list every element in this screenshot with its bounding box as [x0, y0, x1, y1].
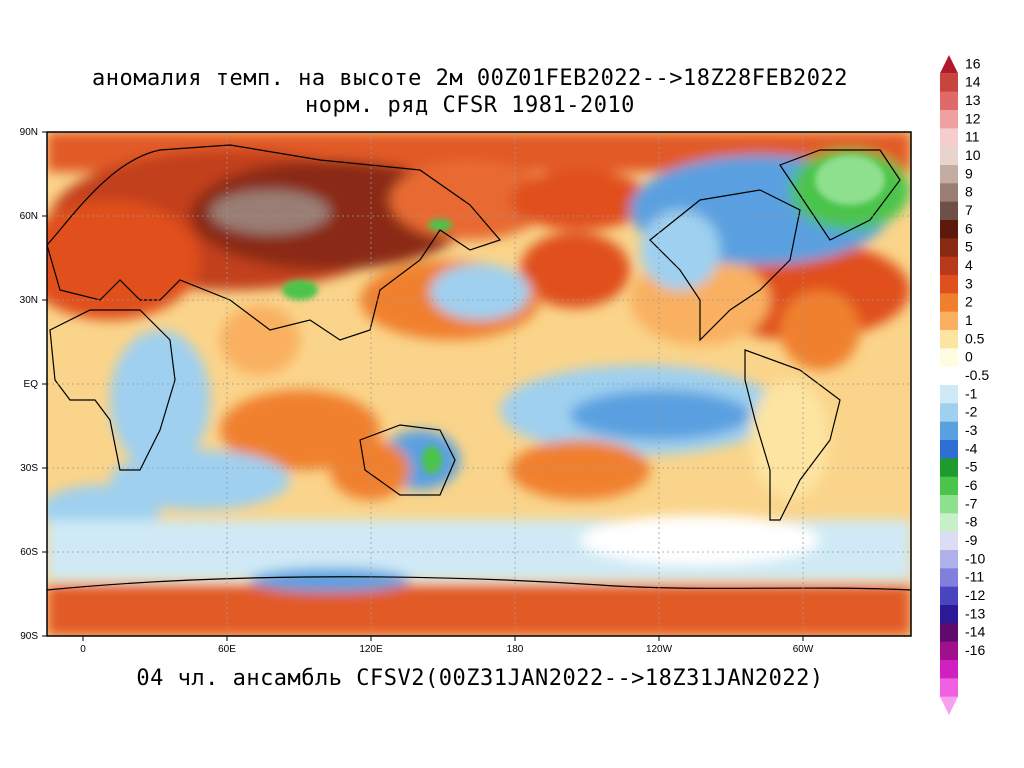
colorbar-swatch [940, 385, 958, 404]
colorbar-swatch [940, 73, 958, 93]
colorbar-label: 6 [965, 220, 973, 236]
colorbar-label: -1 [965, 385, 978, 401]
colorbar-swatch [940, 678, 958, 698]
colorbar-swatch [940, 330, 958, 349]
colorbar-swatch [940, 550, 958, 569]
map-title: аномалия темп. на высоте 2м 00Z01FEB2022… [92, 66, 848, 91]
colorbar-swatch [940, 183, 958, 203]
colorbar-swatch [940, 623, 958, 643]
lat-label-30s: 30S [20, 463, 38, 474]
colorbar-swatch [940, 128, 958, 148]
colorbar-swatch [940, 146, 958, 166]
colorbar-label: 11 [965, 129, 980, 145]
lat-label-90s: 90S [20, 631, 38, 642]
colorbar-label: 0.5 [965, 330, 985, 346]
colorbar-swatch [940, 568, 958, 588]
colorbar-swatch [940, 165, 958, 184]
colorbar-swatch [940, 91, 958, 111]
colorbar-swatch [940, 660, 958, 679]
coastlines [47, 144, 911, 591]
ensemble-caption: 04 чл. ансамбль CFSV2(00Z31JAN2022-->18Z… [136, 666, 824, 691]
colorbar-swatch [940, 238, 958, 258]
lat-label-eq: EQ [24, 379, 39, 390]
colorbar-label: -14 [965, 624, 985, 640]
colorbar-label: -6 [965, 477, 978, 493]
colorbar-label: 12 [965, 110, 981, 126]
map-subtitle: норм. ряд CFSR 1981-2010 [305, 93, 635, 118]
colorbar-label: -2 [965, 404, 978, 420]
colorbar-label: -0.5 [965, 367, 989, 383]
colorbar-swatch [940, 586, 958, 606]
lat-label-60s: 60S [20, 547, 38, 558]
colorbar-label: 2 [965, 294, 973, 310]
colorbar-label: 8 [965, 184, 973, 200]
colorbar-label: -3 [965, 422, 978, 438]
colorbar-swatch [940, 311, 958, 331]
colorbar-swatch [940, 220, 958, 239]
colorbar-label: -5 [965, 459, 978, 475]
colorbar: 16 14 13 12 11 10 9 8 7 6 5 4 3 2 1 0.5 0 -0.5 -1 -2 -3 -4 -5 -… [940, 55, 989, 715]
colorbar-label: -4 [965, 440, 978, 456]
colorbar-swatch [940, 440, 958, 459]
colorbar-label: 7 [965, 202, 973, 218]
colorbar-label: 14 [965, 74, 981, 90]
colorbar-label: 16 [965, 55, 981, 71]
colorbar-label: 5 [965, 239, 973, 255]
colorbar-swatch [940, 605, 958, 624]
colorbar-label: -11 [965, 569, 984, 585]
lon-label-180: 180 [507, 644, 524, 655]
map-field [47, 132, 911, 636]
colorbar-swatch [940, 201, 958, 221]
lon-label-0: 0 [80, 644, 86, 655]
colorbar-label: 10 [965, 147, 981, 163]
colorbar-label: 4 [965, 257, 973, 273]
lat-label-90n: 90N [20, 127, 38, 138]
colorbar-top-arrow [940, 55, 958, 74]
colorbar-label: 1 [965, 312, 973, 328]
colorbar-swatch [940, 293, 958, 313]
lon-label-60e: 60E [218, 644, 236, 655]
lat-label-30n: 30N [20, 295, 38, 306]
colorbar-swatch [940, 256, 958, 276]
colorbar-swatch [940, 348, 958, 368]
colorbar-swatch [940, 641, 958, 661]
colorbar-swatch [940, 495, 958, 514]
lon-label-120w: 120W [646, 644, 673, 655]
colorbar-swatch [940, 403, 958, 423]
colorbar-bottom-arrow [940, 696, 958, 715]
colorbar-label: 9 [965, 165, 973, 181]
colorbar-swatch [940, 476, 958, 496]
colorbar-label: -10 [965, 550, 985, 566]
colorbar-label: 3 [965, 275, 973, 291]
colorbar-swatch [940, 366, 958, 386]
colorbar-label: -9 [965, 532, 978, 548]
colorbar-label: 0 [965, 349, 973, 365]
colorbar-swatch [940, 531, 958, 551]
colorbar-swatch [940, 421, 958, 441]
colorbar-label: -8 [965, 514, 978, 530]
colorbar-label: -12 [965, 587, 985, 603]
colorbar-swatch [940, 458, 958, 478]
colorbar-swatch [940, 513, 958, 533]
colorbar-label: -7 [965, 495, 978, 511]
lat-label-60n: 60N [20, 211, 38, 222]
colorbar-label: -13 [965, 605, 985, 621]
lon-label-120e: 120E [359, 644, 383, 655]
colorbar-label: -16 [965, 642, 985, 658]
lon-label-60w: 60W [793, 644, 814, 655]
colorbar-swatch [940, 275, 958, 294]
colorbar-label: 13 [965, 92, 981, 108]
colorbar-swatch [940, 110, 958, 129]
grid-lines [47, 132, 911, 636]
